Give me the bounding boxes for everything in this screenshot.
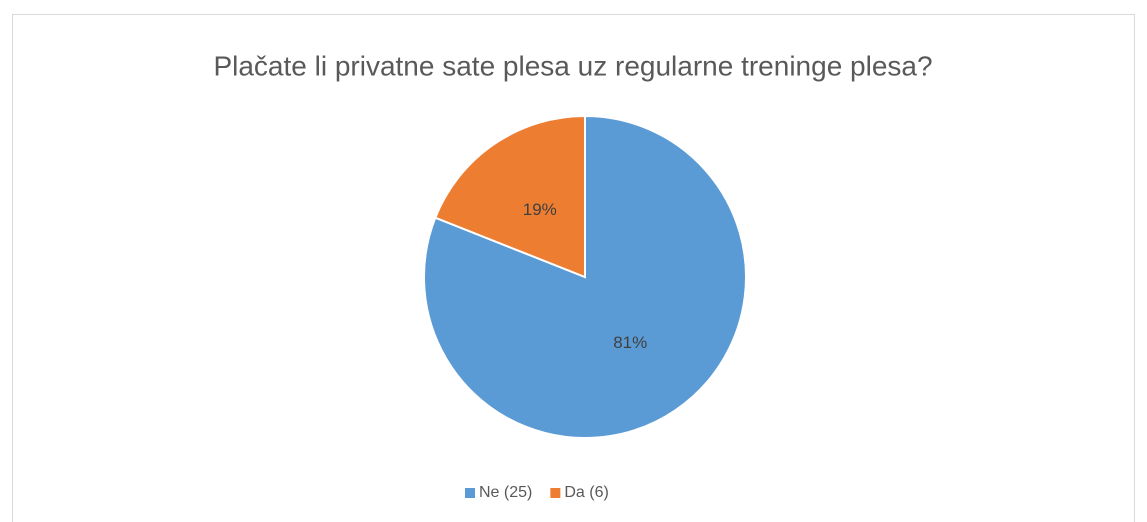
legend-label: Da (6) [564,484,608,501]
legend-label: Ne (25) [479,484,532,501]
data-label: 19% [523,200,557,219]
legend-swatch [550,488,561,498]
data-label: 81% [613,333,647,352]
pie-slice [434,114,586,279]
chart-title: Plačate li privatne sate plesa uz regula… [213,50,932,81]
legend-swatch [465,488,475,498]
